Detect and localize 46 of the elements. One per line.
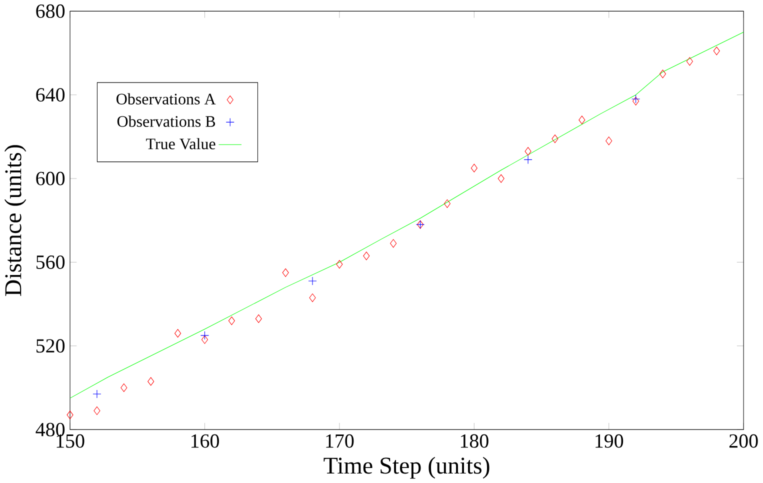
point <box>174 329 182 338</box>
x-tick-label: 170 <box>326 434 354 448</box>
x-tick-label: 190 <box>596 434 624 448</box>
y-tick-label: 640 <box>36 88 65 102</box>
point <box>94 406 100 415</box>
y-tick-label: 560 <box>36 255 65 269</box>
point <box>524 147 532 156</box>
point <box>659 70 666 78</box>
x-axis-title: Time Step (units) <box>324 456 490 479</box>
point <box>92 390 102 398</box>
point <box>308 276 317 286</box>
point <box>444 199 450 208</box>
point <box>255 314 262 323</box>
x-tick-label: 180 <box>460 434 488 448</box>
point <box>120 383 128 392</box>
point <box>552 134 558 144</box>
point <box>336 260 343 269</box>
point <box>228 316 235 326</box>
point <box>309 293 316 302</box>
y-tick-label: 600 <box>36 172 65 186</box>
point <box>200 331 209 340</box>
line-series <box>70 32 744 398</box>
legend-label: Observations B <box>117 116 216 127</box>
point <box>713 46 720 56</box>
point <box>578 116 586 124</box>
x-tick-label: 160 <box>192 434 219 448</box>
y-tick-label: 480 <box>36 422 65 436</box>
point <box>686 57 693 66</box>
point <box>201 335 208 344</box>
point <box>606 136 612 146</box>
point <box>282 268 289 277</box>
y-axis-title: Distance (units) <box>4 145 26 296</box>
legend-label: True Value <box>146 138 216 150</box>
point <box>498 174 504 183</box>
point <box>148 377 154 386</box>
point <box>363 252 370 260</box>
point <box>470 164 478 172</box>
point <box>390 239 397 248</box>
y-tick-label: 680 <box>36 4 65 18</box>
point <box>66 410 74 420</box>
point <box>524 155 532 164</box>
legend-label: Observations A <box>116 93 216 104</box>
x-tick-label: 200 <box>729 434 758 448</box>
point <box>632 94 640 104</box>
y-tick-label: 520 <box>36 339 65 353</box>
x-tick-label: 150 <box>56 434 84 448</box>
